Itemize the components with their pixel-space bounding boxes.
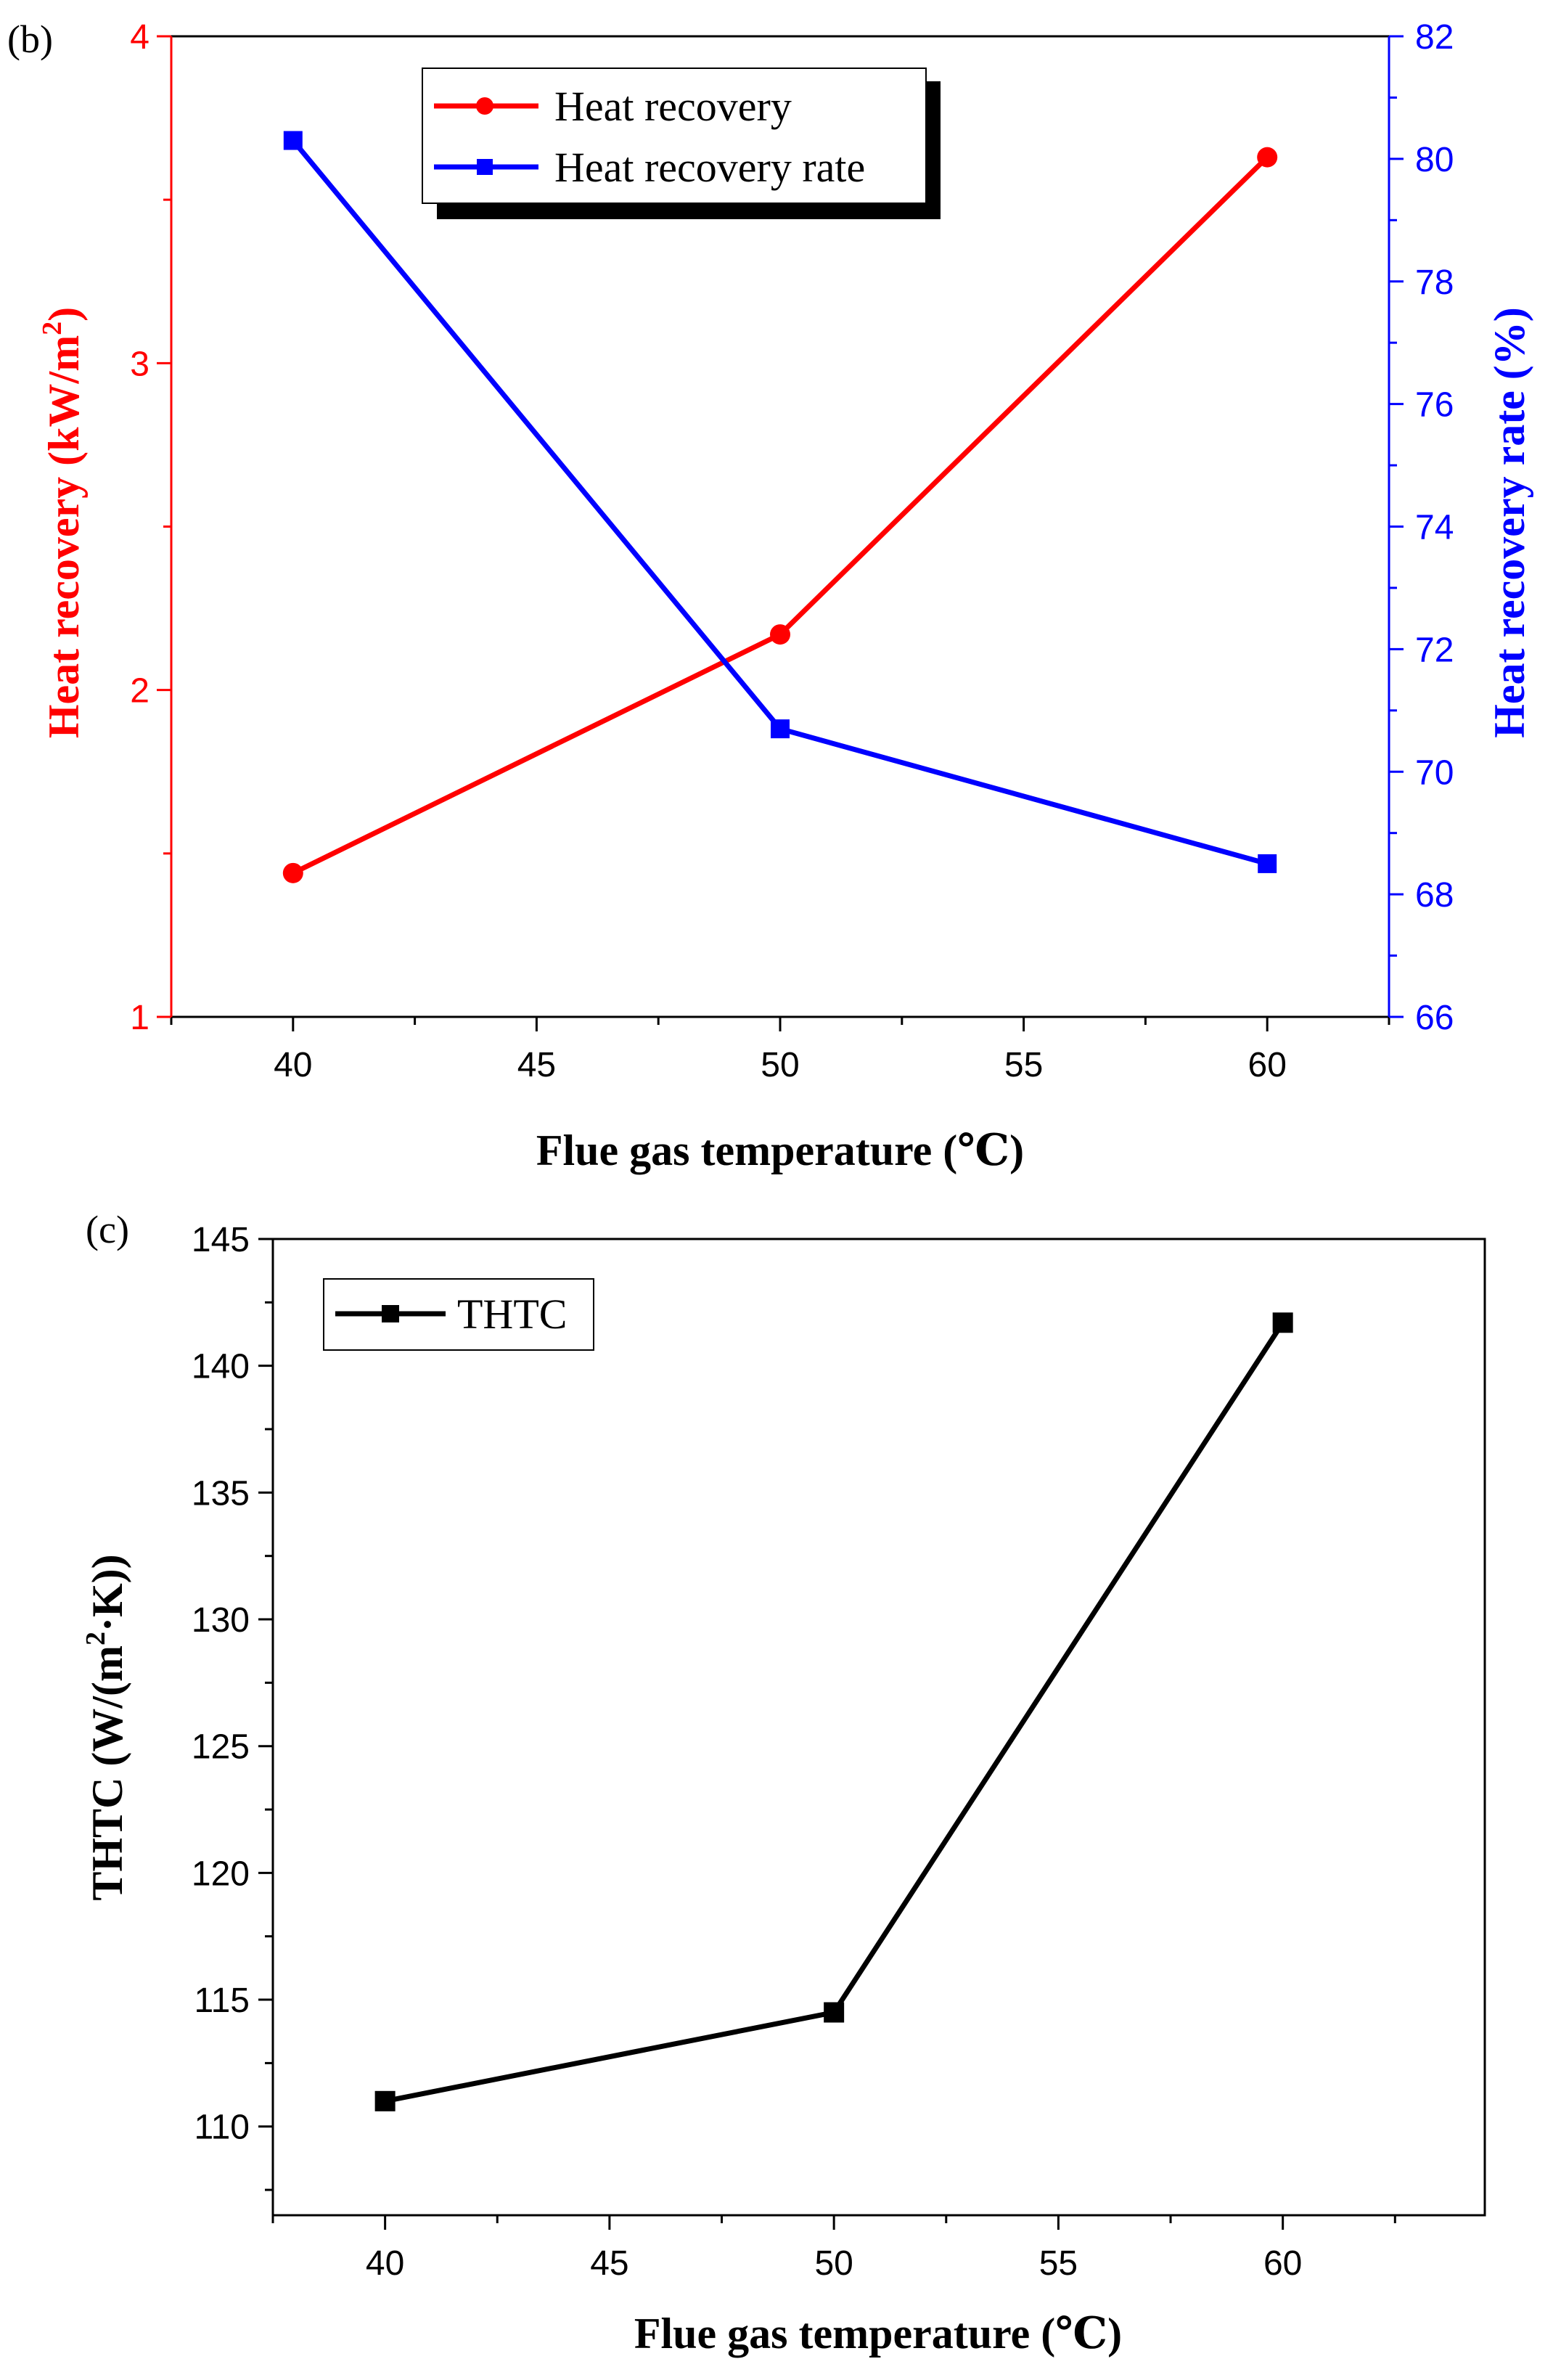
y-tick-label-c: 120 bbox=[192, 1854, 250, 1893]
data-point-thtc bbox=[1272, 1312, 1293, 1333]
data-point-heat-recovery-rate bbox=[1258, 854, 1277, 873]
x-tick-label-c: 60 bbox=[1263, 2244, 1302, 2283]
y-tick-label-right: 70 bbox=[1415, 753, 1454, 792]
legend-marker-heat-recovery bbox=[476, 97, 493, 115]
y-ticks-right: 66 68 70 72 74 76 78 80 82 bbox=[1389, 18, 1454, 1037]
y-axis-title-right: Heat recovery rate (%) bbox=[1486, 307, 1533, 738]
y-ticks-left: 1 2 3 4 bbox=[130, 18, 171, 1037]
y-tick-label-right: 80 bbox=[1415, 141, 1454, 179]
data-point-thtc bbox=[374, 2090, 396, 2111]
chart-panel-b: (b) 40 45 50 55 60 1 2 3 4 66 68 70 72 74 76 78 80 82 F… bbox=[7, 17, 1533, 1174]
y-tick-label-right: 68 bbox=[1415, 876, 1454, 915]
y-tick-label-right: 82 bbox=[1415, 18, 1454, 57]
data-point-heat-recovery bbox=[1257, 147, 1278, 168]
data-point-heat-recovery bbox=[770, 624, 790, 645]
y-tick-label-left: 3 bbox=[130, 345, 149, 383]
x-tick-label-b: 40 bbox=[274, 1046, 312, 1084]
x-tick-label-c: 40 bbox=[366, 2244, 404, 2283]
y-tick-label-c: 145 bbox=[192, 1221, 250, 1259]
legend-label-heat-recovery-rate: Heat recovery rate bbox=[554, 144, 865, 191]
x-ticks-b: 40 45 50 55 60 bbox=[170, 1017, 1390, 1084]
x-tick-label-b: 45 bbox=[517, 1046, 556, 1084]
legend-label-heat-recovery: Heat recovery bbox=[554, 83, 792, 130]
y-tick-label-left: 4 bbox=[130, 18, 149, 57]
legend-box-b bbox=[422, 68, 927, 204]
y-tick-label-c: 130 bbox=[192, 1601, 250, 1640]
series-line-heat-recovery bbox=[292, 155, 1269, 875]
x-tick-label-c: 50 bbox=[814, 2244, 853, 2283]
y-tick-label-left: 2 bbox=[130, 672, 149, 711]
x-ticks-c: 40 45 50 55 60 bbox=[271, 2215, 1396, 2283]
data-point-heat-recovery bbox=[282, 862, 303, 883]
legend-b: Heat recovery Heat recovery rate bbox=[422, 68, 941, 219]
y-tick-label-right: 74 bbox=[1415, 509, 1454, 547]
x-tick-label-b: 55 bbox=[1004, 1046, 1043, 1084]
x-axis-title-c: Flue gas temperature (℃) bbox=[634, 2310, 1122, 2357]
x-tick-label-c: 55 bbox=[1039, 2244, 1078, 2283]
y-axis-title-left: Heat recovery (kW/m2) bbox=[37, 307, 88, 738]
legend-marker-heat-recovery-rate bbox=[477, 159, 493, 175]
panel-label-c: (c) bbox=[86, 1208, 129, 1251]
x-tick-label-c: 45 bbox=[590, 2244, 628, 2283]
y-tick-label-right: 66 bbox=[1415, 999, 1454, 1037]
data-point-thtc bbox=[824, 2002, 845, 2023]
legend-c: THTC bbox=[323, 1278, 594, 1351]
chart-panel-c: (c) 40 45 50 55 60 110115120125130135140145 … bbox=[81, 1208, 1486, 2357]
y-tick-label-c: 140 bbox=[192, 1348, 250, 1386]
y-tick-label-c: 115 bbox=[194, 1982, 250, 2020]
legend-marker-thtc bbox=[382, 1305, 399, 1322]
y-tick-label-right: 78 bbox=[1415, 263, 1454, 302]
series-line-thtc bbox=[384, 1321, 1285, 2104]
y-tick-label-c: 125 bbox=[192, 1728, 250, 1767]
y-tick-label-c: 135 bbox=[192, 1474, 250, 1513]
y-ticks-c: 110 115 120 125 130 135 140 145 bbox=[192, 1221, 273, 2191]
x-axis-title-b: Flue gas temperature (℃) bbox=[536, 1126, 1024, 1174]
legend-label-thtc: THTC bbox=[457, 1291, 567, 1338]
series-line-heat-recovery-rate bbox=[291, 139, 1269, 867]
y-tick-label-right: 76 bbox=[1415, 386, 1454, 425]
data-point-heat-recovery-rate bbox=[283, 131, 303, 150]
x-tick-label-b: 50 bbox=[761, 1046, 799, 1084]
y-tick-label-right: 72 bbox=[1415, 631, 1454, 669]
data-point-heat-recovery-rate bbox=[771, 719, 790, 739]
y-tick-label-left: 1 bbox=[130, 999, 149, 1037]
panel-label-b: (b) bbox=[7, 17, 53, 61]
y-tick-label-c: 110 bbox=[194, 2109, 250, 2147]
series-group-c bbox=[374, 1312, 1293, 2111]
plot-frame-c bbox=[271, 1238, 1486, 2217]
x-tick-label-b: 60 bbox=[1248, 1046, 1287, 1084]
series-group-b bbox=[282, 131, 1278, 883]
y-axis-title-c: THTC (W/(m2·K)) bbox=[81, 1554, 131, 1900]
